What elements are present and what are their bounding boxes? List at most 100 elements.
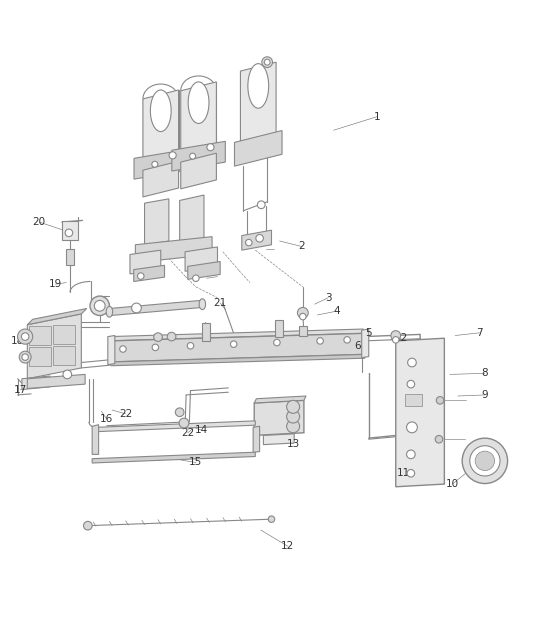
Polygon shape [130,250,161,274]
Polygon shape [27,308,87,325]
Ellipse shape [248,64,269,108]
Circle shape [152,344,159,350]
Circle shape [407,422,418,433]
Polygon shape [254,400,304,436]
Circle shape [22,354,28,360]
Circle shape [17,329,33,344]
Circle shape [245,239,252,246]
Text: 4: 4 [333,306,339,316]
Polygon shape [92,452,255,463]
Bar [66,249,74,265]
Polygon shape [241,62,276,143]
Circle shape [152,161,158,167]
Text: 13: 13 [287,439,300,449]
Circle shape [262,57,273,67]
Polygon shape [22,376,50,389]
Circle shape [268,516,275,523]
Text: 5: 5 [365,328,372,338]
Ellipse shape [199,299,206,310]
Polygon shape [185,247,218,271]
Circle shape [298,307,308,318]
Circle shape [344,337,350,343]
Circle shape [207,144,214,151]
Polygon shape [134,149,187,179]
Text: 22: 22 [395,333,408,343]
Polygon shape [253,426,260,452]
Text: 2: 2 [298,241,305,251]
Circle shape [407,380,415,388]
Circle shape [264,59,270,65]
Text: 18: 18 [11,336,24,346]
Circle shape [475,451,495,471]
Text: 9: 9 [482,390,488,400]
Text: 1: 1 [374,112,380,122]
Circle shape [90,296,110,315]
Circle shape [436,397,444,404]
Circle shape [119,346,126,352]
Circle shape [175,408,184,416]
Circle shape [187,342,194,349]
Text: 8: 8 [482,368,488,378]
Circle shape [257,201,265,209]
Ellipse shape [188,82,209,123]
Circle shape [230,341,237,347]
Bar [29,326,51,346]
Polygon shape [135,237,212,263]
Bar [29,347,51,366]
Circle shape [391,331,401,341]
Bar [203,323,210,341]
Text: 12: 12 [281,541,294,551]
Ellipse shape [150,90,171,131]
Circle shape [193,275,199,281]
Circle shape [169,152,176,159]
Polygon shape [263,434,294,445]
Circle shape [256,234,263,242]
Circle shape [63,370,72,379]
Circle shape [167,333,176,341]
Circle shape [19,351,31,363]
Circle shape [393,337,399,343]
Polygon shape [27,314,81,379]
Circle shape [470,445,500,476]
Text: 15: 15 [190,457,203,468]
Text: 19: 19 [49,279,62,289]
Text: 6: 6 [355,341,361,351]
Circle shape [131,303,141,313]
Circle shape [274,339,280,346]
Circle shape [190,153,195,159]
Bar [62,221,78,240]
Bar [406,394,422,406]
Polygon shape [144,199,169,246]
Polygon shape [110,354,365,366]
Text: 20: 20 [33,217,46,227]
Polygon shape [96,421,255,432]
Circle shape [287,400,300,413]
Circle shape [179,418,189,428]
Circle shape [154,333,162,341]
Circle shape [435,436,443,443]
Circle shape [21,333,29,341]
Text: 14: 14 [194,425,208,435]
Polygon shape [362,329,369,358]
Text: 10: 10 [446,479,459,489]
Polygon shape [181,153,217,189]
Bar [53,346,75,365]
Polygon shape [181,82,217,153]
Polygon shape [27,375,85,389]
Polygon shape [110,329,363,341]
Circle shape [94,300,105,311]
Polygon shape [108,336,115,365]
Text: 21: 21 [213,298,227,308]
Polygon shape [143,90,179,161]
Polygon shape [396,338,444,487]
Text: 22: 22 [119,409,132,419]
Circle shape [407,470,415,477]
Polygon shape [110,300,203,315]
Circle shape [462,438,508,484]
Polygon shape [235,131,282,166]
Circle shape [317,337,324,344]
Circle shape [287,410,300,423]
Polygon shape [143,161,179,197]
Polygon shape [134,265,165,281]
Circle shape [287,420,300,433]
